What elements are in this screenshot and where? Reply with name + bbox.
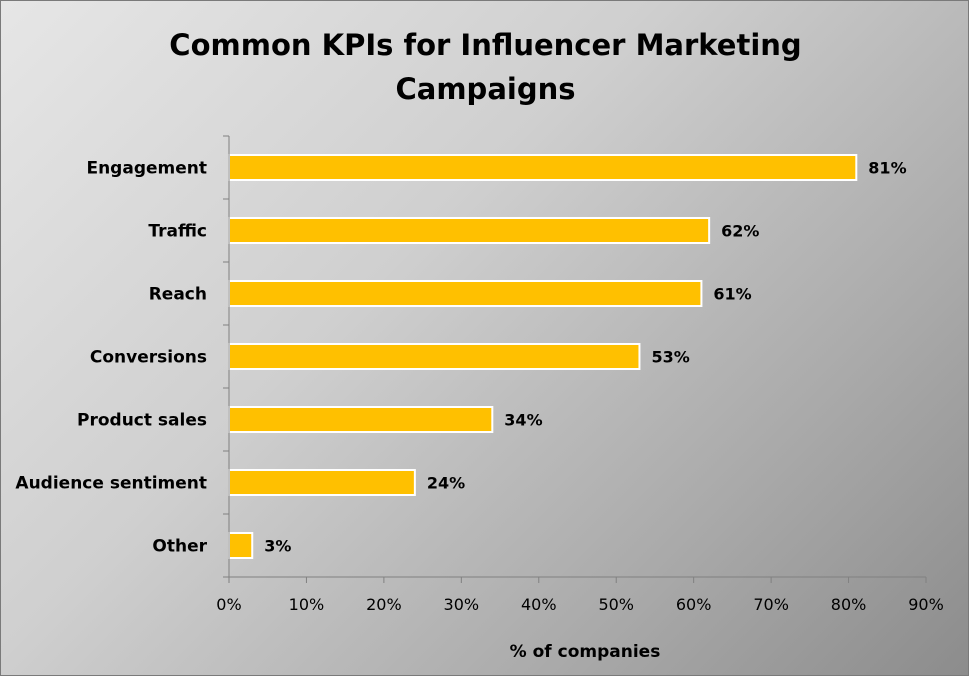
chart-title-line-2: Campaigns (395, 72, 576, 106)
bar (228, 406, 494, 433)
category-label: Other (152, 537, 207, 557)
category-label: Traffic (148, 222, 207, 242)
x-axis-title: % of companies (510, 642, 661, 662)
axes-layer: 0% 10% 20% 30% 40% 50% 60% 70% 80% 90% Engagement 8… (15, 135, 944, 614)
x-tick-label: 10% (289, 595, 325, 614)
bar (228, 343, 641, 370)
x-tick-label: 80% (831, 595, 867, 614)
bar (228, 217, 711, 244)
x-tick-label: 70% (753, 595, 789, 614)
x-tick-label: 20% (366, 595, 402, 614)
data-label: 24% (427, 474, 465, 493)
bar (228, 469, 416, 496)
x-tick-label: 90% (908, 595, 944, 614)
x-tick-label: 50% (598, 595, 634, 614)
data-label: 62% (721, 222, 759, 241)
category-label: Product sales (77, 411, 207, 431)
category-label: Engagement (86, 159, 207, 179)
bar (228, 280, 703, 307)
x-tick-label: 40% (521, 595, 557, 614)
data-label: 34% (504, 411, 542, 430)
bar (228, 154, 858, 181)
category-label: Reach (149, 285, 207, 305)
category-label: Audience sentiment (15, 474, 207, 494)
data-label: 61% (713, 285, 751, 304)
data-label: 81% (868, 159, 906, 178)
x-tick-label: 30% (444, 595, 480, 614)
chart-title: Common KPIs for Influencer Marketing Cam… (1, 23, 969, 111)
x-tick-label: 0% (216, 595, 241, 614)
x-tick-label: 60% (676, 595, 712, 614)
bar (228, 532, 254, 559)
bars-layer (228, 154, 858, 559)
chart-title-line-1: Common KPIs for Influencer Marketing (169, 28, 802, 62)
category-label: Conversions (90, 348, 207, 368)
data-label: 3% (264, 537, 291, 556)
data-label: 53% (651, 348, 689, 367)
